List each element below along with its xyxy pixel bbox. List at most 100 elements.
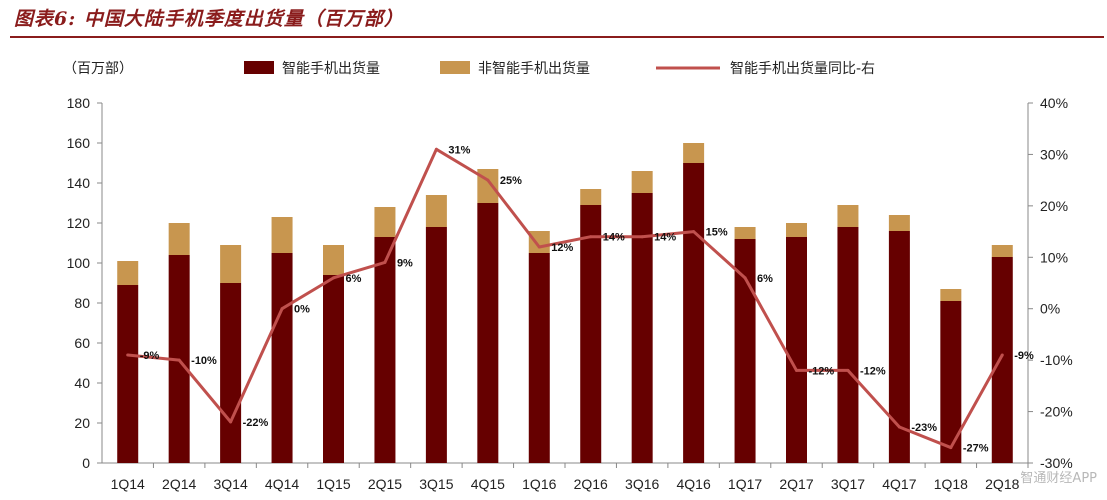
bar-smartphone bbox=[117, 285, 139, 463]
yoy-point bbox=[949, 446, 953, 450]
bar-feature-phone bbox=[117, 261, 139, 285]
yoy-point bbox=[1000, 353, 1004, 357]
bar-smartphone bbox=[991, 257, 1013, 463]
right-tick-label: 10% bbox=[1040, 249, 1068, 265]
x-tick-label: 1Q14 bbox=[111, 476, 145, 492]
bar-smartphone bbox=[786, 237, 807, 463]
yoy-data-label: -10% bbox=[191, 355, 217, 367]
legend: 智能手机出货量 非智能手机出货量 智能手机出货量同比-右 bbox=[244, 60, 875, 77]
right-tick-label: -10% bbox=[1040, 352, 1073, 368]
chart-title: 图表6: 中国大陆手机季度出货量（百万部） bbox=[14, 8, 404, 30]
x-tick-label: 2Q15 bbox=[368, 476, 402, 492]
bar-feature-phone bbox=[888, 215, 910, 231]
x-tick-label: 1Q15 bbox=[316, 476, 350, 492]
x-tick-label: 1Q18 bbox=[934, 476, 968, 492]
yoy-point bbox=[126, 353, 130, 357]
x-tick-label: 4Q16 bbox=[676, 476, 710, 492]
left-tick-label: 120 bbox=[67, 215, 91, 231]
yoy-data-label: -12% bbox=[809, 365, 835, 377]
bar-smartphone bbox=[323, 275, 344, 463]
right-tick-label: 30% bbox=[1040, 146, 1068, 162]
bar-feature-phone bbox=[734, 227, 756, 239]
bar-smartphone bbox=[271, 253, 293, 463]
yoy-point bbox=[795, 368, 798, 372]
right-tick-label: 40% bbox=[1040, 95, 1068, 111]
yoy-data-label: 0% bbox=[294, 304, 310, 316]
yoy-data-label: 12% bbox=[551, 242, 573, 254]
title-divider bbox=[10, 36, 1104, 38]
bar-feature-phone bbox=[631, 171, 653, 193]
yoy-point bbox=[434, 147, 438, 151]
bar-smartphone bbox=[580, 205, 602, 463]
x-tick-label: 1Q16 bbox=[522, 476, 556, 492]
bar-smartphone bbox=[683, 163, 705, 463]
right-tick-label: -20% bbox=[1040, 404, 1073, 420]
bar-smartphone bbox=[477, 203, 499, 463]
yoy-point bbox=[897, 425, 901, 429]
left-tick-label: 40 bbox=[74, 375, 90, 391]
x-tick-label: 2Q16 bbox=[574, 476, 608, 492]
yoy-point bbox=[332, 276, 335, 280]
right-tick-label: 0% bbox=[1040, 301, 1060, 317]
yoy-data-label: 31% bbox=[448, 144, 470, 156]
yoy-data-label: 14% bbox=[654, 232, 676, 244]
bar-smartphone bbox=[631, 193, 653, 463]
x-tick-label: 3Q16 bbox=[625, 476, 659, 492]
left-tick-label: 100 bbox=[67, 255, 91, 271]
yoy-point bbox=[280, 307, 284, 311]
bar-smartphone bbox=[425, 227, 447, 463]
yoy-line bbox=[127, 147, 1004, 450]
legend-label-smartphone: 智能手机出货量 bbox=[282, 60, 380, 77]
legend-swatch-smartphone bbox=[244, 61, 274, 74]
left-tick-label: 0 bbox=[82, 455, 90, 471]
yoy-data-label: -27% bbox=[963, 443, 989, 455]
yoy-data-label: -9% bbox=[1014, 350, 1034, 362]
bar-smartphone bbox=[837, 227, 859, 463]
yoy-data-label: 6% bbox=[757, 273, 773, 285]
axes: 0 20 40 60 80 100 120 140 160 180 -30% -20% -10% 0% 10… bbox=[67, 95, 1073, 492]
yoy-data-label: 25% bbox=[500, 175, 522, 187]
left-tick-label: 160 bbox=[67, 135, 91, 151]
bar-smartphone bbox=[888, 231, 910, 463]
left-tick-label: 140 bbox=[67, 175, 91, 191]
yoy-point bbox=[743, 276, 747, 280]
yoy-point bbox=[177, 358, 181, 362]
yoy-line-layer: -9% -10% -22% 0% 6% 9% 31% 25% 12% 14% 14% 15% 6% -12… bbox=[126, 144, 1034, 455]
yoy-point bbox=[383, 260, 387, 264]
left-tick-label: 20 bbox=[74, 415, 90, 431]
x-tick-label: 2Q14 bbox=[162, 476, 196, 492]
yoy-data-label: -22% bbox=[243, 417, 269, 429]
bar-feature-phone bbox=[271, 217, 293, 253]
x-tick-label: 4Q14 bbox=[265, 476, 299, 492]
watermark: 智通财经APP bbox=[1020, 471, 1097, 486]
yoy-point bbox=[486, 178, 490, 182]
left-tick-label: 80 bbox=[74, 295, 90, 311]
bar-smartphone bbox=[528, 253, 550, 463]
legend-swatch-feature-phone bbox=[440, 61, 470, 74]
x-tick-label: 2Q17 bbox=[779, 476, 813, 492]
bars bbox=[117, 143, 1013, 463]
legend-label-feature-phone: 非智能手机出货量 bbox=[478, 60, 590, 77]
yoy-data-label: -9% bbox=[140, 350, 160, 362]
legend-label-yoy: 智能手机出货量同比-右 bbox=[730, 60, 875, 77]
yoy-data-label: -12% bbox=[860, 365, 886, 377]
x-tick-label: 3Q14 bbox=[213, 476, 247, 492]
bar-feature-phone bbox=[683, 143, 705, 163]
bar-feature-phone bbox=[374, 207, 396, 237]
left-tick-label: 60 bbox=[74, 335, 90, 351]
bar-feature-phone bbox=[425, 195, 447, 227]
bar-smartphone bbox=[220, 283, 242, 463]
bar-feature-phone bbox=[580, 189, 602, 205]
yoy-point bbox=[537, 245, 541, 249]
bar-feature-phone bbox=[940, 289, 962, 301]
bar-feature-phone bbox=[168, 223, 190, 255]
yoy-data-label: -23% bbox=[911, 422, 937, 434]
bar-smartphone bbox=[940, 301, 962, 463]
yoy-point bbox=[692, 230, 696, 234]
yoy-point bbox=[846, 368, 850, 372]
yoy-point bbox=[640, 235, 644, 239]
bar-feature-phone bbox=[786, 223, 807, 237]
yoy-data-label: 6% bbox=[346, 273, 362, 285]
x-tick-label: 4Q17 bbox=[882, 476, 916, 492]
